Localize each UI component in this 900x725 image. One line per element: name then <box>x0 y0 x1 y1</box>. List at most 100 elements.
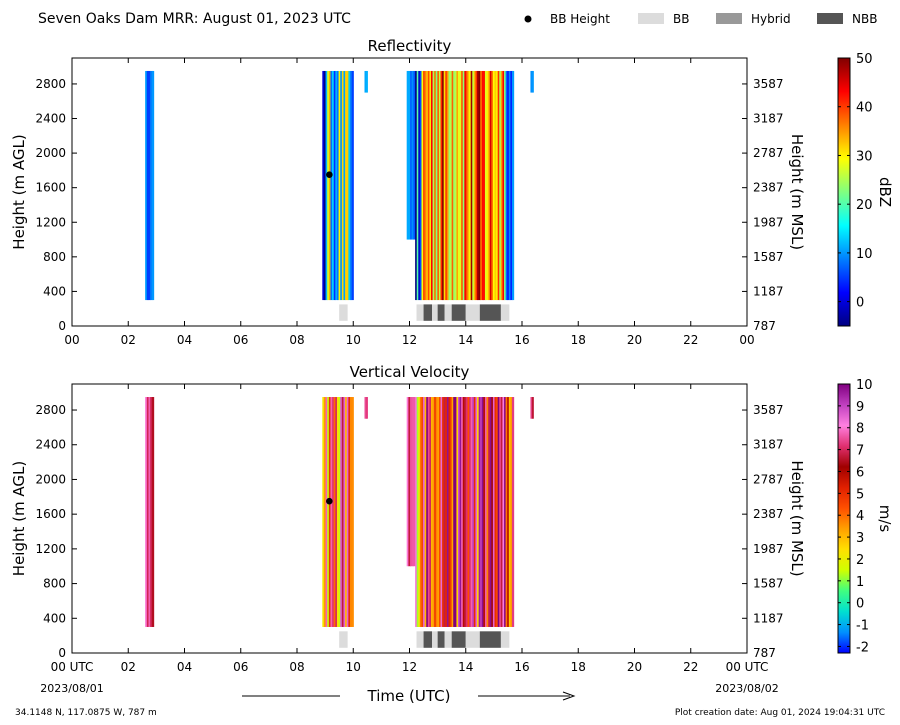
reflectivity-echo-column <box>494 70 497 301</box>
vertical-velocity-colorbar-tick-label: -2 <box>856 640 869 655</box>
reflectivity-colorbar-tick-label: 20 <box>856 198 873 213</box>
reflectivity-echo-column <box>470 70 473 301</box>
vertical-velocity-y-tick-label: 1600 <box>35 507 66 521</box>
reflectivity-echo-column <box>465 70 469 301</box>
vertical-velocity-echo-column <box>450 397 453 627</box>
reflectivity-echo-column <box>507 70 510 301</box>
vertical-velocity-echo-column <box>150 397 153 627</box>
reflectivity-y2-axis-title: Height (m MSL) <box>788 134 806 250</box>
vertical-velocity-echo-column <box>426 397 429 627</box>
vertical-velocity-echo-column <box>481 397 484 627</box>
vertical-velocity-echo-column <box>332 397 335 627</box>
vertical-velocity-y2-tick-label: 1987 <box>753 542 784 556</box>
legend-label-nbb: NBB <box>852 12 877 26</box>
legend-patch-bb <box>638 13 664 24</box>
vertical-velocity-echo-column <box>496 397 499 627</box>
vertical-velocity-y2-tick-label: 2387 <box>753 507 784 521</box>
vertical-velocity-echo-column <box>491 397 494 627</box>
vertical-velocity-echo-column <box>484 397 488 627</box>
vertical-velocity-bb-class-box <box>465 631 480 648</box>
reflectivity-echo-column <box>492 70 496 301</box>
vertical-velocity-x-tick-label: 08 <box>289 660 304 674</box>
vertical-velocity-colorbar-tick-label: 1 <box>856 575 864 590</box>
reflectivity-echo-column <box>325 70 328 301</box>
reflectivity-echo-column <box>472 70 475 301</box>
reflectivity-echo-column <box>511 70 515 301</box>
vertical-velocity-echo-column <box>462 397 465 627</box>
vertical-velocity-echo-column <box>345 397 348 627</box>
reflectivity-y2-tick-label: 1587 <box>753 250 784 264</box>
vertical-velocity-echo-column <box>429 397 432 627</box>
vertical-velocity-echo-column <box>500 397 504 627</box>
vertical-velocity-echo-column <box>442 397 445 627</box>
reflectivity-colorbar-tick-label: 0 <box>856 296 864 311</box>
vertical-velocity-colorbar <box>837 383 851 654</box>
arrow-right-icon <box>562 691 576 701</box>
reflectivity-echo-column <box>408 70 411 240</box>
reflectivity-x-tick-label: 20 <box>627 333 642 347</box>
reflectivity-echo-column <box>332 70 335 301</box>
vertical-velocity-bb-class-box <box>444 631 452 648</box>
vertical-velocity-echo-column <box>443 397 446 627</box>
vertical-velocity-echo-column <box>411 397 415 567</box>
reflectivity-echo-column <box>429 70 432 301</box>
reflectivity-bb-class-box <box>444 304 452 321</box>
reflectivity-x-tick-label: 22 <box>683 333 698 347</box>
reflectivity-x-tick-label: 14 <box>458 333 473 347</box>
vertical-velocity-bb-class-box <box>479 631 501 648</box>
reflectivity-y2-tick-label: 3187 <box>753 112 784 126</box>
legend-patch-hybrid <box>716 13 742 24</box>
reflectivity-echo-column <box>145 70 148 301</box>
vertical-velocity-echo-column <box>348 397 351 627</box>
vertical-velocity-echo-column <box>508 397 511 627</box>
vertical-velocity-y-tick-label: 2400 <box>35 438 66 452</box>
vertical-velocity-bb-class-box <box>423 631 432 648</box>
vertical-velocity-echo-column <box>424 397 427 627</box>
vertical-velocity-echo-column <box>459 397 462 627</box>
reflectivity-echo-column <box>459 70 462 301</box>
reflectivity-echo-column <box>328 70 332 301</box>
reflectivity-echo-column <box>415 70 418 301</box>
vertical-velocity-echo-column <box>421 397 424 627</box>
vertical-velocity-echo-column <box>497 397 500 627</box>
reflectivity-echo-column <box>453 70 456 301</box>
reflectivity-echo-column <box>480 70 483 301</box>
reflectivity-echo-column <box>450 70 453 301</box>
reflectivity-echo-column <box>461 70 464 301</box>
reflectivity-echo-column <box>336 70 340 301</box>
reflectivity-y-axis-title: Height (m AGL) <box>10 134 28 249</box>
reflectivity-echo-column <box>421 70 424 301</box>
reflectivity-bb-class-box <box>437 304 445 321</box>
reflectivity-echo-column <box>530 70 533 93</box>
reflectivity-x-tick-label: 18 <box>571 333 586 347</box>
vertical-velocity-echo-column <box>456 397 459 627</box>
reflectivity-echo-column <box>462 70 465 301</box>
vertical-velocity-echo-column <box>349 397 353 627</box>
vertical-velocity-colorbar-tick-label: 9 <box>856 400 864 415</box>
vertical-velocity-bb-class-box <box>432 631 438 648</box>
vertical-velocity-echo-column <box>146 397 150 627</box>
vertical-velocity-echo-column <box>530 397 533 419</box>
vertical-velocity-title: Vertical Velocity <box>350 363 470 381</box>
vertical-velocity-x-tick-label: 20 <box>627 660 642 674</box>
vertical-velocity-echo-column <box>406 397 409 567</box>
vertical-velocity-x-tick-label: 12 <box>402 660 417 674</box>
reflectivity-echo-column <box>473 70 477 301</box>
reflectivity-bb-class-box <box>500 304 510 321</box>
reflectivity-y-tick-label: 2000 <box>35 146 66 160</box>
reflectivity-echo-column <box>502 70 505 301</box>
reflectivity-bb-class-box <box>339 304 348 321</box>
vertical-velocity-y2-tick-label: 1187 <box>753 611 784 625</box>
vertical-velocity-echo-column <box>410 397 413 567</box>
vertical-velocity-x-tick-label: 16 <box>514 660 529 674</box>
reflectivity-x-tick-label: 04 <box>177 333 192 347</box>
reflectivity-y-tick-label: 2400 <box>35 112 66 126</box>
x-axis-footer: 2023/08/01 2023/08/02 Time (UTC) <box>40 682 778 705</box>
vertical-velocity-colorbar-tick-label: 4 <box>856 509 864 524</box>
vertical-velocity-echo-column <box>323 397 327 627</box>
vertical-velocity-colorbar-tick-label: 3 <box>856 531 864 546</box>
vertical-velocity-colorbar-label: m/s <box>876 505 894 533</box>
reflectivity-colorbar-tick-label: 40 <box>856 101 873 116</box>
vertical-velocity-echo-column <box>328 397 332 627</box>
vertical-velocity-echo-column <box>335 397 338 627</box>
